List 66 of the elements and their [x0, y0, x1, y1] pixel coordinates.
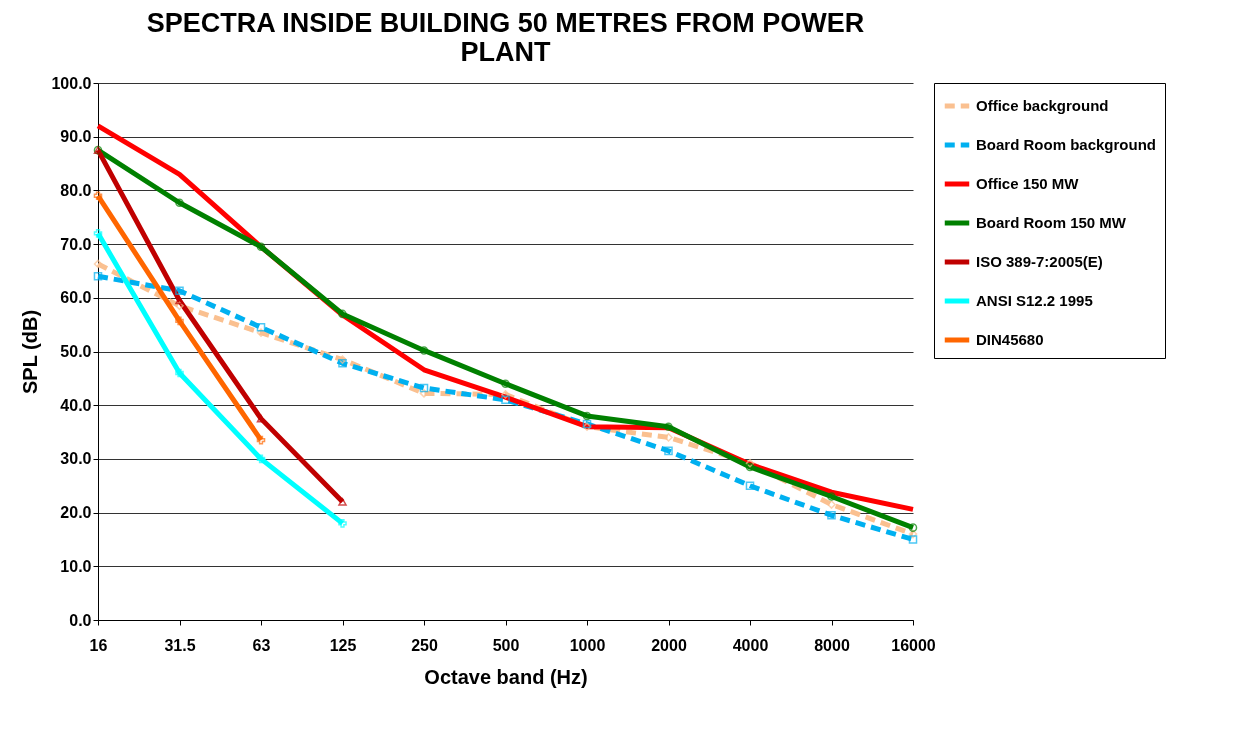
point	[582, 411, 592, 421]
point	[745, 458, 755, 468]
x-tick-label: 125	[329, 636, 357, 654]
x-tick-label: 250	[411, 636, 438, 654]
x-tick-label: 500	[492, 636, 520, 654]
point	[664, 446, 673, 456]
y-tick-label: 50.0	[60, 343, 92, 360]
x-tick-label: 4000	[732, 636, 769, 654]
point	[256, 323, 266, 332]
legend-label: Office 150 MW	[976, 175, 1080, 192]
chart-title: SPECTRA INSIDE BUILDING 50 METRES FROM POWER PLANT	[146, 8, 865, 67]
x-tick-label: 31.5	[164, 636, 196, 654]
point	[419, 383, 429, 393]
y-tick-label: 80.0	[60, 181, 92, 199]
y-tick-label: 30.0	[60, 450, 92, 468]
x-axis-title: Octave band (Hz)	[424, 665, 588, 688]
point	[93, 259, 103, 269]
point	[827, 500, 836, 509]
point	[175, 198, 184, 208]
point	[338, 359, 347, 368]
legend-label: ISO 389-7:2005(E)	[976, 253, 1103, 270]
point	[501, 379, 510, 388]
point	[338, 309, 347, 319]
legend-label: Board Room 150 MW	[976, 214, 1127, 231]
point	[745, 462, 755, 472]
x-tick-label: 1000	[569, 636, 606, 654]
x-tick-label: 16000	[891, 636, 936, 654]
point	[827, 511, 836, 520]
point	[501, 390, 510, 399]
point	[908, 535, 918, 544]
point	[175, 301, 184, 311]
y-tick-label: 70.0	[60, 235, 92, 253]
point	[745, 481, 755, 491]
point	[175, 286, 184, 296]
point	[501, 395, 510, 405]
point	[175, 296, 184, 305]
y-tick-label: 40.0	[60, 396, 92, 414]
x-tick-label: 16	[89, 636, 108, 654]
point	[827, 492, 836, 501]
point	[419, 346, 429, 355]
legend-label: DIN45680	[976, 331, 1044, 348]
x-tick-label: 8000	[814, 636, 850, 654]
y-tick-label: 100.0	[51, 74, 92, 92]
x-tick-label: 63	[252, 636, 271, 654]
y-tick-label: 60.0	[60, 289, 92, 307]
point	[908, 529, 918, 539]
legend-label: Office background	[976, 97, 1109, 114]
point	[338, 519, 347, 528]
point	[256, 435, 266, 445]
y-tick-label: 10.0	[60, 557, 92, 575]
point	[338, 498, 347, 506]
point	[664, 433, 673, 442]
y-tick-label: 90.0	[60, 128, 92, 146]
x-tick-label: 2000	[651, 636, 687, 654]
point	[908, 523, 918, 532]
y-axis-title: SPL (dB)	[19, 309, 42, 395]
point	[338, 355, 347, 364]
y-tick-label: 0.0	[69, 611, 92, 629]
legend-label: ANSI S12.2 1995	[976, 292, 1093, 309]
point	[93, 229, 103, 238]
y-tick-label: 20.0	[60, 504, 92, 522]
point	[256, 328, 266, 337]
point	[256, 454, 266, 464]
point	[175, 368, 184, 378]
legend-label: Board Room background	[976, 136, 1157, 153]
point	[93, 272, 103, 281]
